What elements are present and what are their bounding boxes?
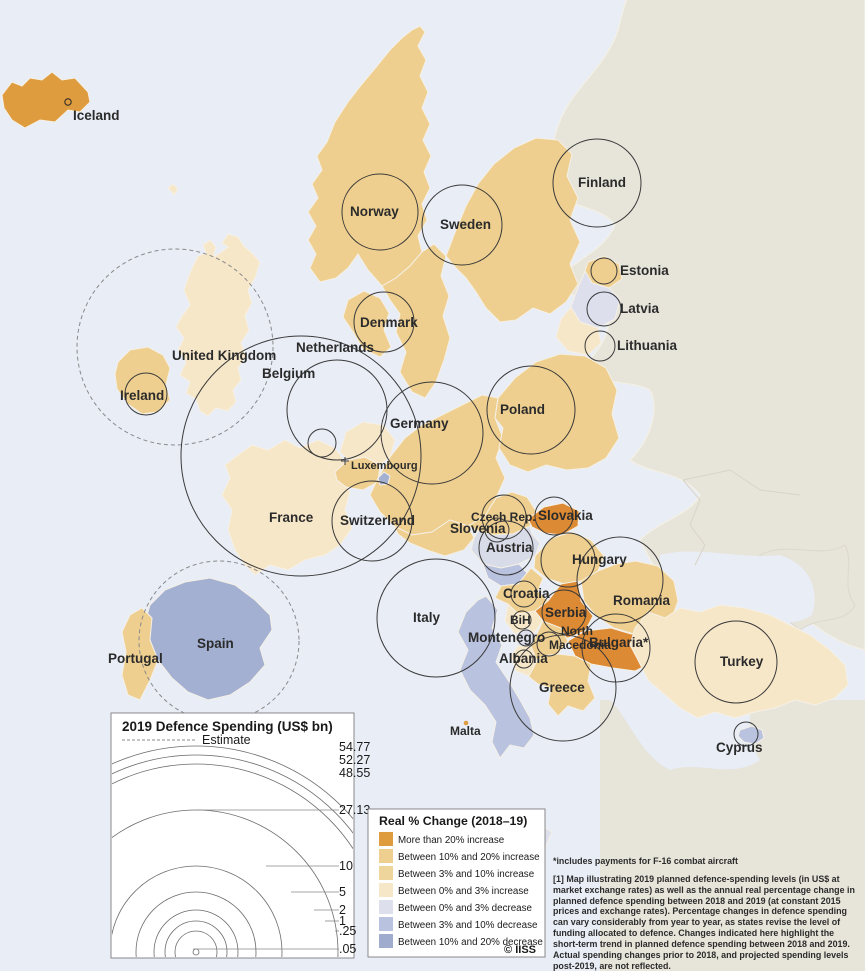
- svg-text:10: 10: [339, 859, 353, 873]
- svg-text:Finland: Finland: [578, 175, 626, 190]
- svg-text:Denmark: Denmark: [360, 315, 418, 330]
- svg-text:Cyprus: Cyprus: [716, 740, 763, 755]
- svg-text:Luxembourg: Luxembourg: [351, 460, 418, 472]
- svg-text:.05: .05: [339, 942, 356, 956]
- svg-text:Sweden: Sweden: [440, 217, 491, 232]
- svg-text:More than 20% increase: More than 20% increase: [398, 835, 505, 846]
- svg-text:Portugal: Portugal: [108, 651, 163, 666]
- svg-text:Estonia: Estonia: [620, 263, 669, 278]
- svg-text:Real % Change (2018–19): Real % Change (2018–19): [379, 814, 527, 828]
- svg-text:Bulgaria*: Bulgaria*: [589, 635, 649, 650]
- svg-text:Netherlands: Netherlands: [296, 340, 374, 355]
- svg-text:Spain: Spain: [197, 636, 234, 651]
- svg-text:Slovakia: Slovakia: [538, 508, 593, 523]
- svg-text:Serbia: Serbia: [545, 605, 587, 620]
- svg-text:Montenegro: Montenegro: [468, 630, 545, 645]
- svg-text:France: France: [269, 510, 314, 525]
- svg-text:Germany: Germany: [390, 416, 449, 431]
- svg-text:Poland: Poland: [500, 402, 545, 417]
- svg-text:Italy: Italy: [413, 610, 441, 625]
- svg-text:Croatia: Croatia: [503, 586, 550, 601]
- svg-text:52.27: 52.27: [339, 753, 370, 767]
- svg-text:Malta: Malta: [450, 724, 481, 738]
- svg-text:.25: .25: [339, 924, 356, 938]
- svg-text:BiH: BiH: [510, 613, 531, 627]
- svg-text:Ireland: Ireland: [120, 388, 164, 403]
- svg-text:Slovenia: Slovenia: [450, 521, 506, 536]
- svg-text:2019 Defence Spending (US$ bn): 2019 Defence Spending (US$ bn): [122, 719, 333, 734]
- svg-text:Romania: Romania: [613, 593, 671, 608]
- svg-text:48.55: 48.55: [339, 766, 370, 780]
- svg-text:Lithuania: Lithuania: [617, 338, 677, 353]
- svg-text:54.77: 54.77: [339, 740, 370, 754]
- svg-text:Iceland: Iceland: [73, 108, 120, 123]
- svg-text:Norway: Norway: [350, 204, 399, 219]
- svg-text:Latvia: Latvia: [620, 301, 660, 316]
- svg-text:Estimate: Estimate: [202, 733, 251, 747]
- svg-text:Albania: Albania: [499, 651, 548, 666]
- svg-text:Switzerland: Switzerland: [340, 513, 415, 528]
- svg-text:Turkey: Turkey: [720, 654, 764, 669]
- svg-text:United Kingdom: United Kingdom: [172, 348, 276, 363]
- svg-text:Greece: Greece: [539, 680, 585, 695]
- svg-text:Between 3% and 10% increase: Between 3% and 10% increase: [398, 869, 535, 880]
- svg-text:Belgium: Belgium: [262, 366, 315, 381]
- svg-text:Between 0% and 3% decrease: Between 0% and 3% decrease: [398, 903, 533, 914]
- svg-text:Hungary: Hungary: [572, 552, 627, 567]
- svg-text:5: 5: [339, 885, 346, 899]
- svg-text:Between 0% and 3% increase: Between 0% and 3% increase: [398, 886, 529, 897]
- svg-text:Between 3% and 10% decrease: Between 3% and 10% decrease: [398, 920, 538, 931]
- svg-text:Austria: Austria: [486, 540, 533, 555]
- svg-text:Between 10% and 20% increase: Between 10% and 20% increase: [398, 852, 540, 863]
- svg-text:© IISS: © IISS: [504, 944, 536, 956]
- svg-text:27.13: 27.13: [339, 803, 370, 817]
